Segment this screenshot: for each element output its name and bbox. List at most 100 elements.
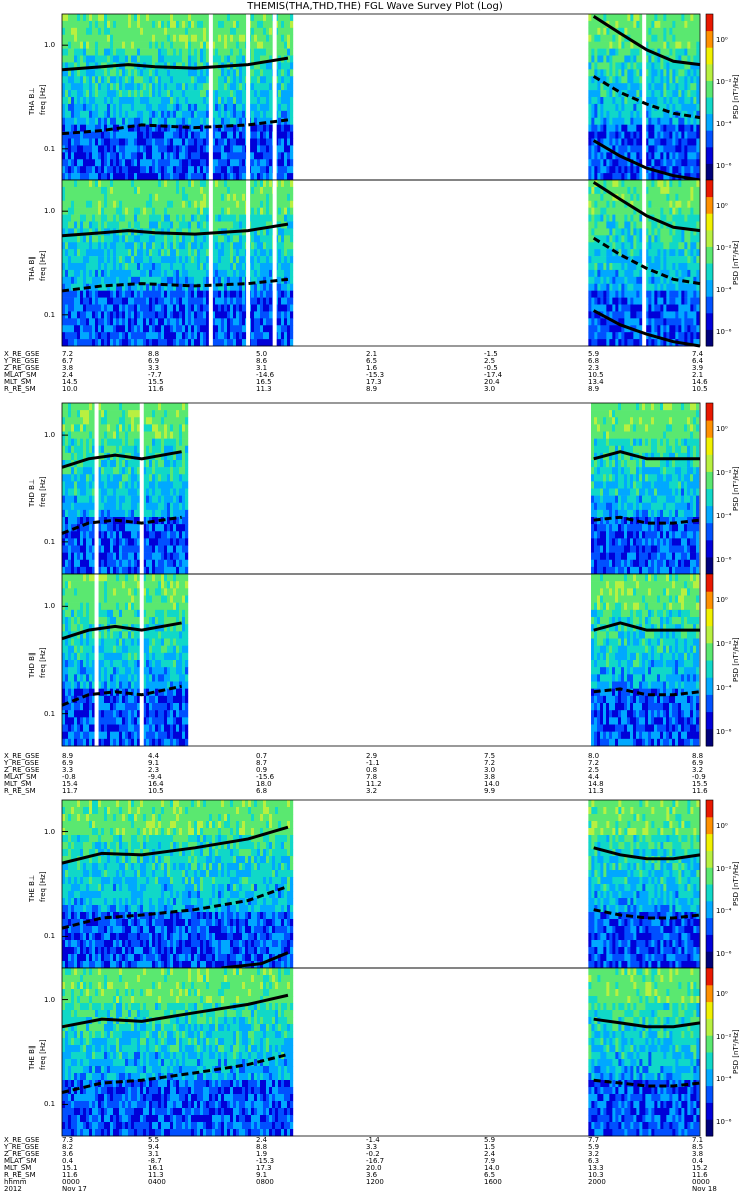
ephemeris-value: -15.3 [256, 1157, 275, 1165]
ephemeris-value: 7.8 [366, 773, 378, 781]
ephemeris-value: 7.5 [484, 752, 496, 760]
ephemeris-value: 2.4 [256, 1136, 268, 1144]
y-tick-label: 1.0 [44, 431, 56, 440]
data-gap [272, 14, 277, 180]
colorbar-tick-label: 10⁻⁶ [716, 556, 732, 564]
colorbar-tick-label: 10⁰ [716, 202, 728, 210]
plot-frame [61, 179, 701, 347]
ephemeris-value: -17.4 [484, 371, 503, 379]
ephemeris-row-label: MLT_SM [4, 1164, 32, 1172]
ephemeris-value: 3.3 [62, 766, 74, 774]
ephemeris-value: -9.4 [148, 773, 162, 781]
ephemeris-value: 1.6 [366, 364, 378, 372]
ephemeris-value: 7.9 [484, 1157, 496, 1165]
data-gap [642, 14, 647, 180]
ephemeris-value: 0.4 [692, 1157, 704, 1165]
ephemeris-value: 6.8 [588, 357, 600, 365]
colorbar-tick-label: 10⁻⁶ [716, 728, 732, 736]
frequency-line-solid [592, 15, 701, 67]
ephemeris-value: 2.5 [588, 766, 600, 774]
frequency-line-dashed [592, 236, 701, 286]
ephemeris-value: 14.0 [484, 1164, 500, 1172]
ephemeris-value: -0.5 [484, 364, 498, 372]
ephemeris-value: 6.5 [366, 357, 378, 365]
ephemeris-value: 6.4 [692, 357, 704, 365]
colorbar-tick-label: 10⁻² [716, 1032, 732, 1041]
ephemeris-value: 3.3 [366, 1143, 378, 1151]
ephemeris-value: 2.1 [692, 371, 704, 379]
ephemeris-value: 14.5 [62, 378, 78, 386]
ephemeris-row-label: MLAT_SM [4, 1157, 37, 1165]
y-tick-label: 0.1 [44, 1100, 56, 1109]
ephemeris-row-label: hhmm [4, 1178, 27, 1186]
ephemeris-value: 2.3 [588, 364, 600, 372]
ephemeris-value: 10.5 [692, 385, 708, 393]
colorbar-tick-label: 10⁻⁴ [716, 684, 732, 692]
ephemeris-value: 1200 [366, 1178, 384, 1186]
ephemeris-value: 15.5 [692, 780, 708, 788]
ephemeris-value: 15.5 [148, 378, 164, 386]
ephemeris-value: 8.9 [588, 385, 600, 393]
ephemeris-value: 9.1 [256, 1171, 268, 1179]
frequency-line-solid [61, 222, 289, 238]
y-tick-label: 0.1 [44, 709, 56, 718]
y-tick-label: 1.0 [44, 602, 56, 611]
ephemeris-row-label: 2012 [4, 1185, 22, 1193]
ephemeris-value: 1600 [484, 1178, 502, 1186]
frequency-line-dashed [592, 75, 701, 120]
ephemeris-value: 8.6 [256, 357, 268, 365]
ephemeris-value: 1.5 [484, 1143, 496, 1151]
colorbar-tick-label: 10⁰ [716, 990, 728, 998]
data-gap [246, 180, 251, 346]
ephemeris-value: -0.2 [366, 1150, 380, 1158]
ephemeris-row-label: Y_RE_GSE [4, 357, 39, 365]
ephemeris-value: 11.6 [62, 1171, 78, 1179]
ephemeris-value: 5.9 [588, 1143, 600, 1151]
ephemeris-value: 15.4 [62, 780, 78, 788]
ephemeris-value: 7.2 [484, 759, 496, 767]
colorbar-tick-label: 10⁰ [716, 425, 728, 433]
frequency-line-solid [593, 621, 700, 632]
frequency-line-dashed [593, 687, 701, 697]
colorbar-tick-label: 10⁻⁶ [716, 328, 732, 336]
ephemeris-value: 7.1 [692, 1136, 704, 1144]
frequency-line-solid [592, 139, 701, 182]
data-gap [139, 403, 144, 574]
colorbar-tick-label: 10⁻⁶ [716, 1118, 732, 1126]
ephemeris-value: 3.2 [588, 1150, 600, 1158]
colorbar-tick-label: 10⁻² [716, 468, 732, 477]
colorbar-tick-label: 10⁻² [716, 78, 732, 86]
ephemeris-value: 6.8 [256, 787, 268, 795]
ephemeris-value: 8.8 [692, 752, 704, 760]
ephemeris-value: 13.4 [588, 378, 604, 386]
frequency-line-dashed [61, 684, 182, 707]
ephemeris-row-label: X_RE_GSE [4, 1136, 40, 1144]
ephemeris-value: 5.0 [256, 350, 268, 358]
frequency-line-dashed [593, 1078, 701, 1088]
frequency-line-dashed [593, 908, 701, 920]
ephemeris-value: 5.5 [148, 1136, 160, 1144]
ephemeris-value: 6.5 [484, 1171, 496, 1179]
ephemeris-value: 3.6 [62, 1150, 74, 1158]
colorbar [705, 967, 714, 1137]
ephemeris-value: 11.6 [692, 1171, 708, 1179]
ephemeris-row-label: MLT_SM [4, 378, 32, 386]
ephemeris-value: 9.9 [484, 787, 496, 795]
colorbar [705, 402, 714, 575]
colorbar [705, 179, 714, 347]
ephemeris-value: 0.9 [256, 766, 268, 774]
colorbar-tick-label: 10⁻² [716, 864, 732, 873]
ephemeris-value: 0.4 [62, 1157, 74, 1165]
ephemeris-row-label: X_RE_GSE [4, 752, 40, 760]
ephemeris-value: -15.6 [256, 773, 275, 781]
ephemeris-value: 0.7 [256, 752, 268, 760]
ephemeris-value: 2.4 [484, 1150, 496, 1158]
heatmap-segment [588, 800, 700, 969]
ephemeris-value: 11.6 [692, 787, 708, 795]
ephemeris-row-label: R_RE_SM [4, 1171, 36, 1179]
ephemeris-value: 11.3 [588, 787, 604, 795]
ephemeris-row-label: MLT_SM [4, 780, 32, 788]
y-tick-label: 0.1 [44, 144, 56, 153]
ephemeris-value: 7.3 [62, 1136, 74, 1144]
ephemeris-value: 15.1 [62, 1164, 78, 1172]
